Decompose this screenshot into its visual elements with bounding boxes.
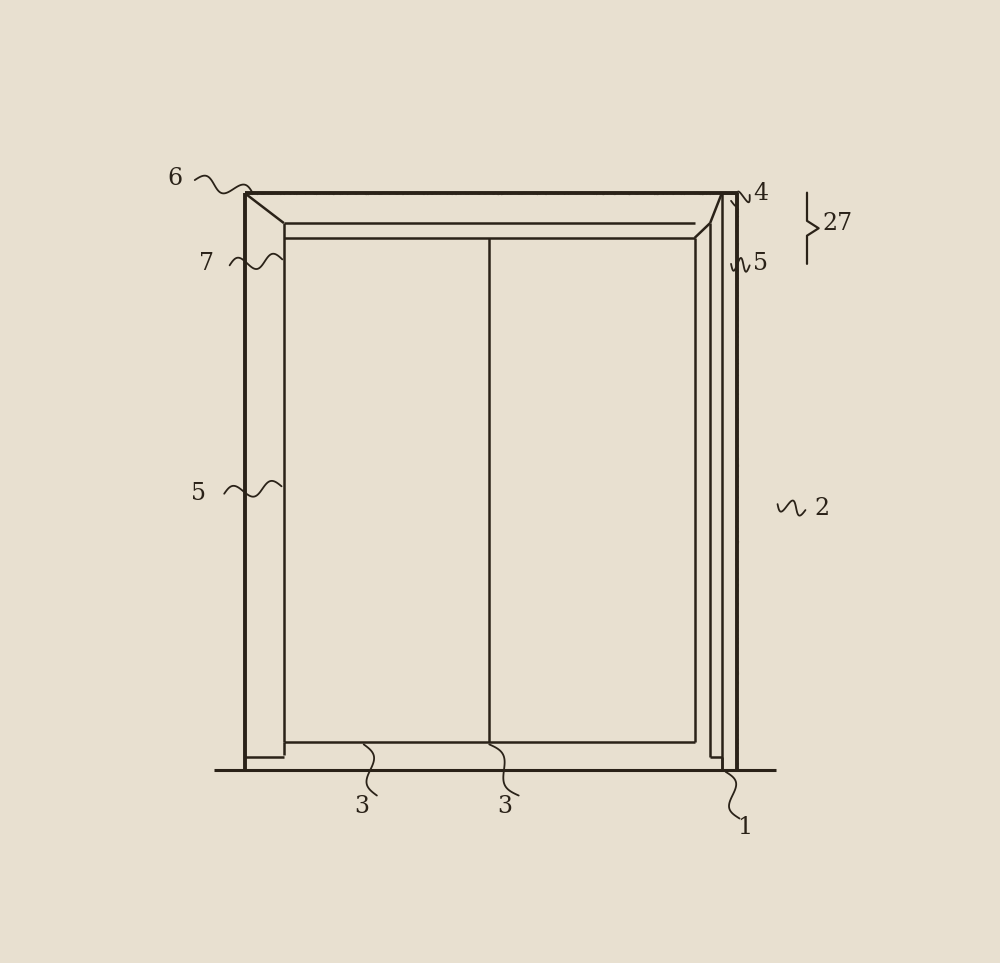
Text: 3: 3 bbox=[354, 795, 369, 819]
Text: 3: 3 bbox=[497, 795, 512, 819]
Text: 27: 27 bbox=[823, 212, 853, 235]
Text: 4: 4 bbox=[753, 182, 768, 205]
Text: 1: 1 bbox=[737, 816, 753, 839]
Text: 5: 5 bbox=[191, 482, 206, 506]
Text: 2: 2 bbox=[815, 497, 830, 520]
Text: 6: 6 bbox=[168, 168, 183, 190]
Text: 5: 5 bbox=[753, 252, 768, 275]
Text: 7: 7 bbox=[199, 252, 214, 275]
